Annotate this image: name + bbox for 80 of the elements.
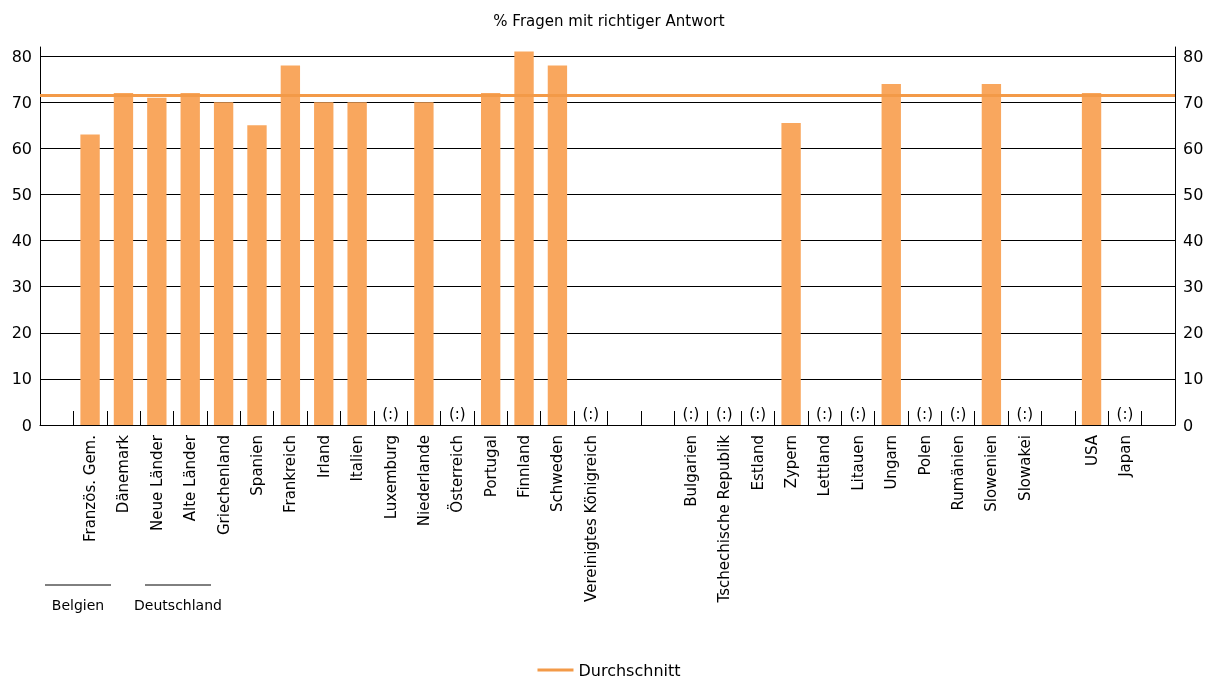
y2-tick-label: 0 bbox=[1183, 415, 1194, 435]
x-tick-label: Französ. Gem. bbox=[81, 435, 100, 543]
bar bbox=[147, 97, 167, 425]
annotation: (:) bbox=[916, 404, 934, 423]
x-tick-label: Luxemburg bbox=[381, 435, 400, 520]
x-tick-label: Niederlande bbox=[414, 435, 433, 527]
text: Deutschland bbox=[134, 597, 222, 613]
y-tick-label: 10 bbox=[11, 369, 32, 389]
x-tick-label: Litauen bbox=[848, 435, 867, 491]
x-tick-label: Spanien bbox=[247, 435, 266, 496]
bar bbox=[781, 123, 801, 425]
y2-tick-label: 60 bbox=[1183, 138, 1204, 158]
annotation: (:) bbox=[448, 404, 466, 423]
y2-tick-label: 30 bbox=[1183, 277, 1204, 297]
y2-tick-label: 40 bbox=[1183, 231, 1204, 251]
bar bbox=[881, 83, 901, 425]
bar bbox=[547, 65, 568, 425]
text: Belgien bbox=[51, 597, 105, 613]
x-tick-label: Dänemark bbox=[114, 434, 133, 514]
bar bbox=[347, 102, 367, 425]
y-tick-label: 60 bbox=[11, 138, 32, 158]
y2-tick-label: 10 bbox=[1183, 369, 1204, 389]
bar bbox=[480, 93, 501, 425]
y-tick-label: 70 bbox=[11, 92, 32, 112]
annotation: (:) bbox=[949, 404, 967, 423]
y2-tick-label: 70 bbox=[1183, 92, 1204, 112]
bar bbox=[314, 102, 334, 425]
x-tick-label: Alte Länder bbox=[181, 434, 200, 522]
x-tick-label: Griechenland bbox=[214, 435, 233, 536]
y-tick-label: 20 bbox=[11, 323, 32, 343]
bar bbox=[80, 134, 100, 425]
x-tick-label: USA bbox=[1082, 434, 1101, 467]
x-tick-label: Irland bbox=[314, 435, 333, 478]
y-tick-label: 40 bbox=[11, 231, 32, 251]
y2-tick-label: 20 bbox=[1183, 323, 1204, 343]
x-tick-label: Ungarn bbox=[882, 435, 901, 490]
annotation: (:) bbox=[749, 404, 767, 423]
x-tick-label: Zypern bbox=[782, 435, 801, 489]
x-tick-label: Italien bbox=[348, 435, 367, 482]
y-tick-label: 50 bbox=[11, 185, 32, 205]
bar bbox=[1081, 93, 1102, 425]
annotation: (:) bbox=[1016, 404, 1034, 423]
x-tick-label: Portugal bbox=[481, 435, 500, 498]
bar bbox=[280, 65, 301, 425]
annotation: (:) bbox=[382, 404, 399, 423]
bar bbox=[180, 93, 200, 425]
bar bbox=[514, 51, 534, 425]
x-tick-label: Japan bbox=[1115, 435, 1134, 478]
x-tick-label: Rumänien bbox=[949, 435, 968, 511]
x-tick-label: Neue Länder bbox=[147, 434, 166, 531]
x-tick-label: Slowenien bbox=[982, 435, 1001, 512]
x-tick-label: Slowakei bbox=[1015, 435, 1034, 501]
y-tick-label: 0 bbox=[21, 415, 32, 435]
chart-title: % Fragen mit richtiger Antwort bbox=[493, 11, 725, 30]
bar bbox=[213, 102, 234, 425]
x-tick-label: Bulgarien bbox=[681, 435, 700, 507]
legend-label: Durchschnitt bbox=[578, 660, 681, 680]
annotation: (:) bbox=[682, 404, 700, 423]
bar bbox=[414, 102, 434, 425]
annotation: (:) bbox=[1116, 404, 1134, 423]
annotation: (:) bbox=[582, 404, 600, 423]
x-tick-label: Lettland bbox=[815, 435, 834, 497]
y2-tick-label: 50 bbox=[1183, 185, 1204, 205]
y-tick-label: 80 bbox=[11, 46, 32, 66]
x-tick-label: Finnland bbox=[515, 435, 534, 499]
x-tick-label: Frankreich bbox=[281, 435, 300, 514]
x-tick-label: Tschechische Republik bbox=[715, 434, 734, 604]
y-tick-label: 30 bbox=[11, 277, 32, 297]
annotation: (:) bbox=[715, 404, 733, 423]
y2-tick-label: 80 bbox=[1183, 46, 1204, 66]
x-tick-label: Polen bbox=[915, 435, 934, 476]
x-tick-label: Schweden bbox=[548, 435, 567, 513]
x-tick-label: Vereinigtes Königreich bbox=[581, 435, 600, 602]
bar bbox=[113, 93, 134, 425]
annotation: (:) bbox=[816, 404, 833, 423]
x-tick-label: Österreich bbox=[447, 435, 467, 513]
x-tick-label: Estland bbox=[748, 435, 767, 491]
bar bbox=[247, 125, 267, 425]
annotation: (:) bbox=[849, 404, 867, 423]
bar bbox=[981, 83, 1002, 425]
